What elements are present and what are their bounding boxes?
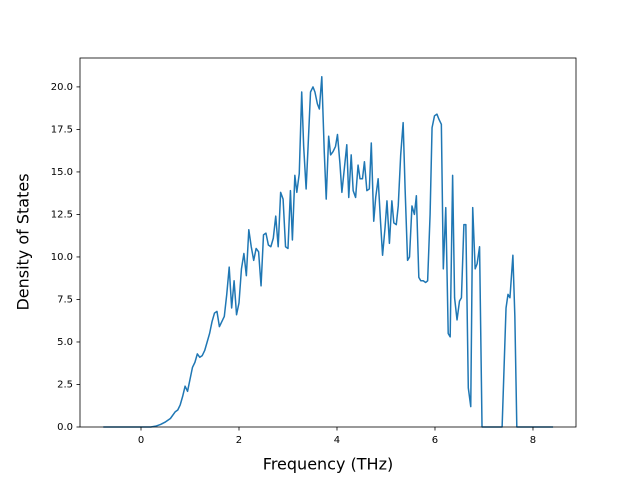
y-tick-label: 7.5 <box>57 294 73 305</box>
x-axis-label: Frequency (THz) <box>263 455 393 474</box>
x-tick-label: 6 <box>432 435 438 446</box>
x-tick-label: 0 <box>138 435 144 446</box>
x-tick-label: 4 <box>334 435 340 446</box>
x-tick-label: 2 <box>236 435 242 446</box>
y-tick-label: 15.0 <box>51 167 73 178</box>
y-tick-label: 2.5 <box>57 379 73 390</box>
dos-line <box>103 75 554 428</box>
plot-frame <box>79 57 577 428</box>
y-axis-label: Density of States <box>14 173 33 310</box>
y-tick-label: 10.0 <box>51 252 73 263</box>
x-tick-label: 8 <box>530 435 536 446</box>
y-tick-label: 0.0 <box>57 422 73 433</box>
y-tick-label: 12.5 <box>51 209 73 220</box>
y-tick-label: 17.5 <box>51 124 73 135</box>
y-tick-label: 20.0 <box>51 82 73 93</box>
y-tick-label: 5.0 <box>57 337 73 348</box>
